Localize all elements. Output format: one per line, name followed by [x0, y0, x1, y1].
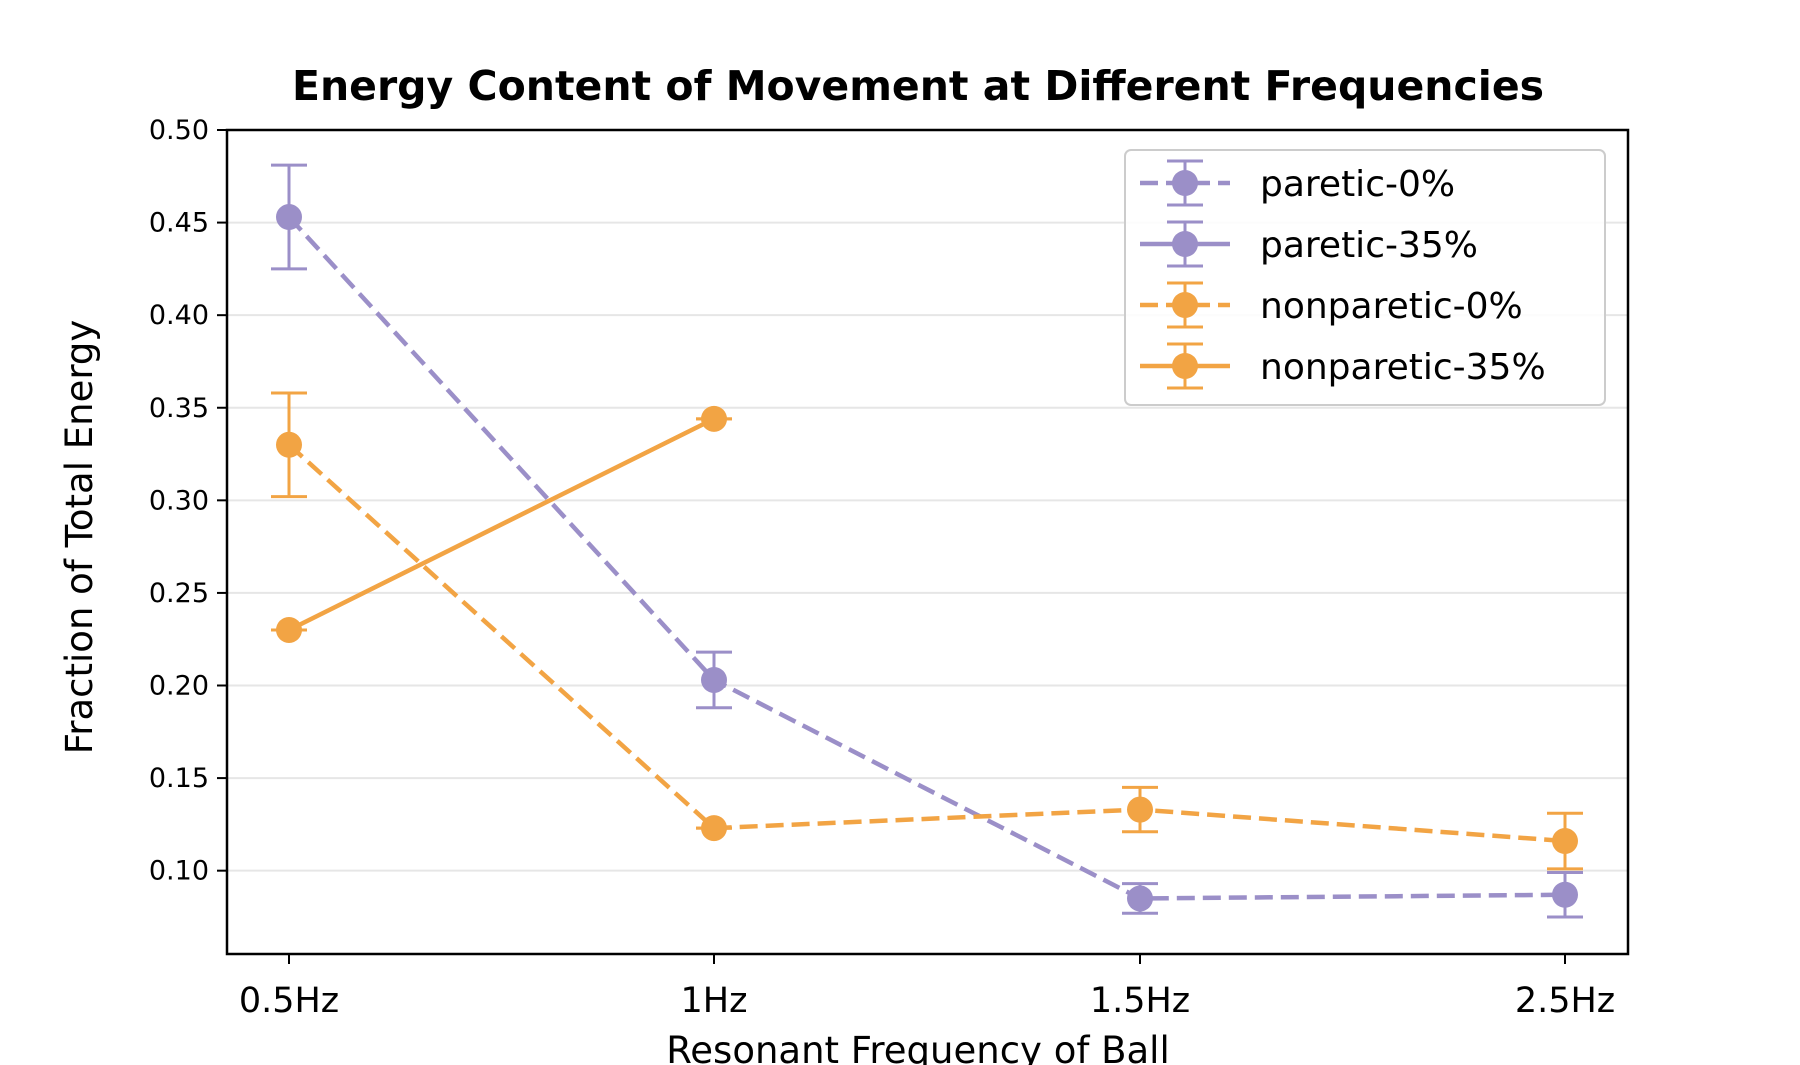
legend-label: paretic-0%	[1260, 164, 1455, 205]
data-point	[276, 204, 302, 231]
legend-marker	[1172, 353, 1198, 379]
y-tick-label: 0.10	[149, 856, 209, 887]
chart-title: Energy Content of Movement at Different …	[292, 62, 1544, 110]
legend-box	[1124, 149, 1606, 406]
legend: paretic-0% paretic-35% nonparetic-0% nonpar…	[1124, 149, 1606, 406]
data-point	[701, 666, 727, 693]
series-line-paretic-0%	[287, 215, 1566, 901]
legend-marker	[1172, 231, 1198, 257]
data-point	[1127, 796, 1153, 823]
y-tick-label: 0.30	[149, 485, 209, 516]
y-axis: 0.10 0.15 0.20 0.25 0.30 0.35 0.40 0.45 0.50	[149, 115, 227, 887]
x-tick-label: 1.5Hz	[1090, 981, 1190, 1021]
legend-label: paretic-35%	[1260, 225, 1478, 266]
y-tick-label: 0.40	[149, 300, 209, 331]
y-tick-label: 0.15	[149, 763, 209, 794]
data-point	[1127, 885, 1153, 912]
legend-marker	[1172, 170, 1198, 196]
legend-label: nonparetic-0%	[1260, 286, 1523, 327]
y-axis-label: Fraction of Total Energy	[58, 320, 101, 755]
data-point	[276, 431, 302, 458]
y-tick-label: 0.20	[149, 671, 209, 702]
legend-label: nonparetic-35%	[1260, 347, 1546, 388]
data-point	[1552, 828, 1578, 855]
y-tick-label: 0.45	[149, 208, 209, 239]
x-tick-label: 2.5Hz	[1515, 981, 1615, 1021]
legend-marker	[1172, 292, 1198, 318]
x-axis-label: Resonant Frequency of Ball	[666, 1029, 1170, 1065]
x-tick-label: 0.5Hz	[239, 981, 339, 1021]
series-line-nonparetic-35%	[287, 416, 716, 632]
data-point	[701, 815, 727, 842]
series-line-nonparetic-0%	[287, 443, 1566, 844]
x-tick-label: 1Hz	[681, 981, 748, 1021]
series-nonparetic-0%	[271, 391, 1583, 871]
y-tick-label: 0.50	[149, 115, 209, 146]
data-point	[1552, 881, 1578, 908]
plot-frame	[225, 128, 1630, 956]
series-layer	[271, 163, 1583, 919]
y-tick-label: 0.35	[149, 393, 209, 424]
series-nonparetic-35%	[271, 405, 732, 643]
y-tick-label: 0.25	[149, 578, 209, 609]
data-point	[701, 405, 727, 432]
x-axis: 0.5Hz 1Hz 1.5Hz 2.5Hz	[239, 954, 1615, 1021]
series-paretic-0%	[271, 163, 1583, 919]
data-point	[276, 616, 302, 643]
